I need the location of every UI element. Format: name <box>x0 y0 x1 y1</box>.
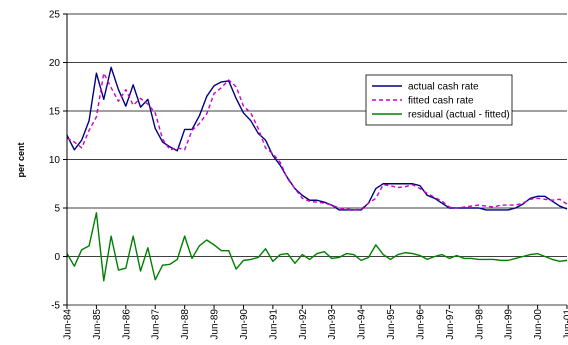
x-tick-label: Jun-91 <box>268 309 279 340</box>
y-axis-ticks: -5 0 5 10 15 20 25 <box>49 10 67 312</box>
legend-label-1: actual cash rate <box>408 82 479 93</box>
y-tick-label: -5 <box>51 301 60 312</box>
y-tick-label: 0 <box>54 252 60 263</box>
x-tick-label: Jun-93 <box>327 309 338 340</box>
y-tick-label: 10 <box>49 155 61 166</box>
x-tick-label: Jun-94 <box>357 309 368 340</box>
y-axis-label: per cent <box>16 142 26 177</box>
x-tick-label: Jun-84 <box>63 309 74 340</box>
y-tick-label: 15 <box>49 107 61 118</box>
series-line-2 <box>66 72 568 211</box>
x-tick-label: Jun-98 <box>474 309 485 340</box>
legend-label-3: residual (actual - fitted) <box>408 110 510 121</box>
y-tick-label: 25 <box>49 10 61 21</box>
series-line-1 <box>66 66 568 211</box>
x-tick-label: Jun-96 <box>415 309 426 340</box>
x-tick-label: Jun-87 <box>151 309 162 340</box>
y-tick-label: 20 <box>49 58 61 69</box>
x-tick-label: Jun-92 <box>298 309 309 340</box>
legend-label-2: fitted cash rate <box>408 96 474 107</box>
legend: actual cash rate fitted cash rate residual… <box>365 74 513 126</box>
x-tick-label: Jun-97 <box>445 309 456 340</box>
x-tick-label: Jun-90 <box>239 309 250 340</box>
x-tick-label: Jun-99 <box>504 309 515 340</box>
x-tick-label: Jun-95 <box>386 309 397 340</box>
x-tick-label: Jun-85 <box>92 309 103 340</box>
x-tick-label: Jun-86 <box>121 309 132 340</box>
x-tick-label: Jun-00 <box>533 309 544 340</box>
gridlines <box>67 13 567 306</box>
y-tick-label: 5 <box>54 204 60 215</box>
x-tick-label: Jun-01 <box>563 309 568 340</box>
plot-area <box>66 66 568 282</box>
legend-box <box>365 74 513 126</box>
x-tick-label: Jun-88 <box>180 309 191 340</box>
x-tick-label: Jun-89 <box>210 309 221 340</box>
x-axis-ticks: Jun-84 Jun-85 Jun-86 Jun-87 Jun-88 Jun-89 Jun-… <box>63 305 568 340</box>
series-line-3 <box>66 212 568 282</box>
